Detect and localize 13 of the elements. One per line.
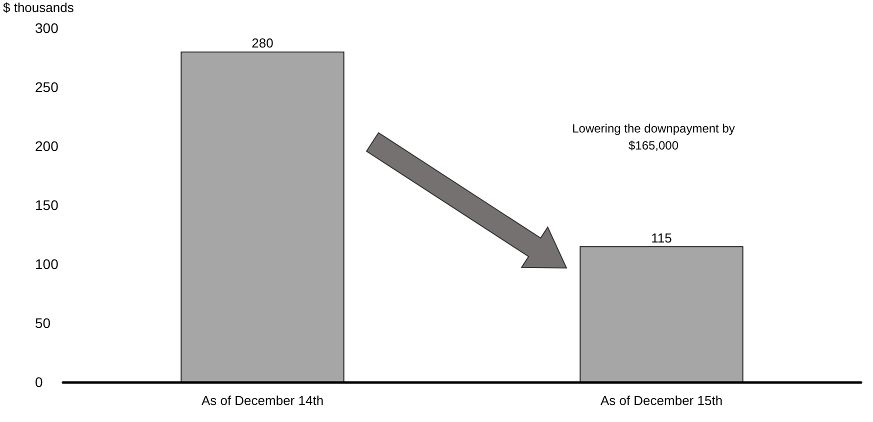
annotation: Lowering the downpayment by $165,000 xyxy=(572,122,735,152)
y-axis-title: $ thousands xyxy=(3,0,74,15)
y-tick-label: 50 xyxy=(35,315,51,331)
y-tick-label: 150 xyxy=(35,197,59,213)
y-tick-label: 200 xyxy=(35,138,59,154)
data-label: 115 xyxy=(651,230,672,246)
y-tick-label: 300 xyxy=(35,20,59,36)
x-tick-label: As of December 14th xyxy=(201,393,324,408)
x-tick-label: As of December 15th xyxy=(600,393,723,408)
data-label: 280 xyxy=(252,36,274,51)
y-tick-label: 0 xyxy=(35,374,43,390)
y-tick-label: 100 xyxy=(35,256,59,272)
y-tick-label: 250 xyxy=(35,79,59,95)
